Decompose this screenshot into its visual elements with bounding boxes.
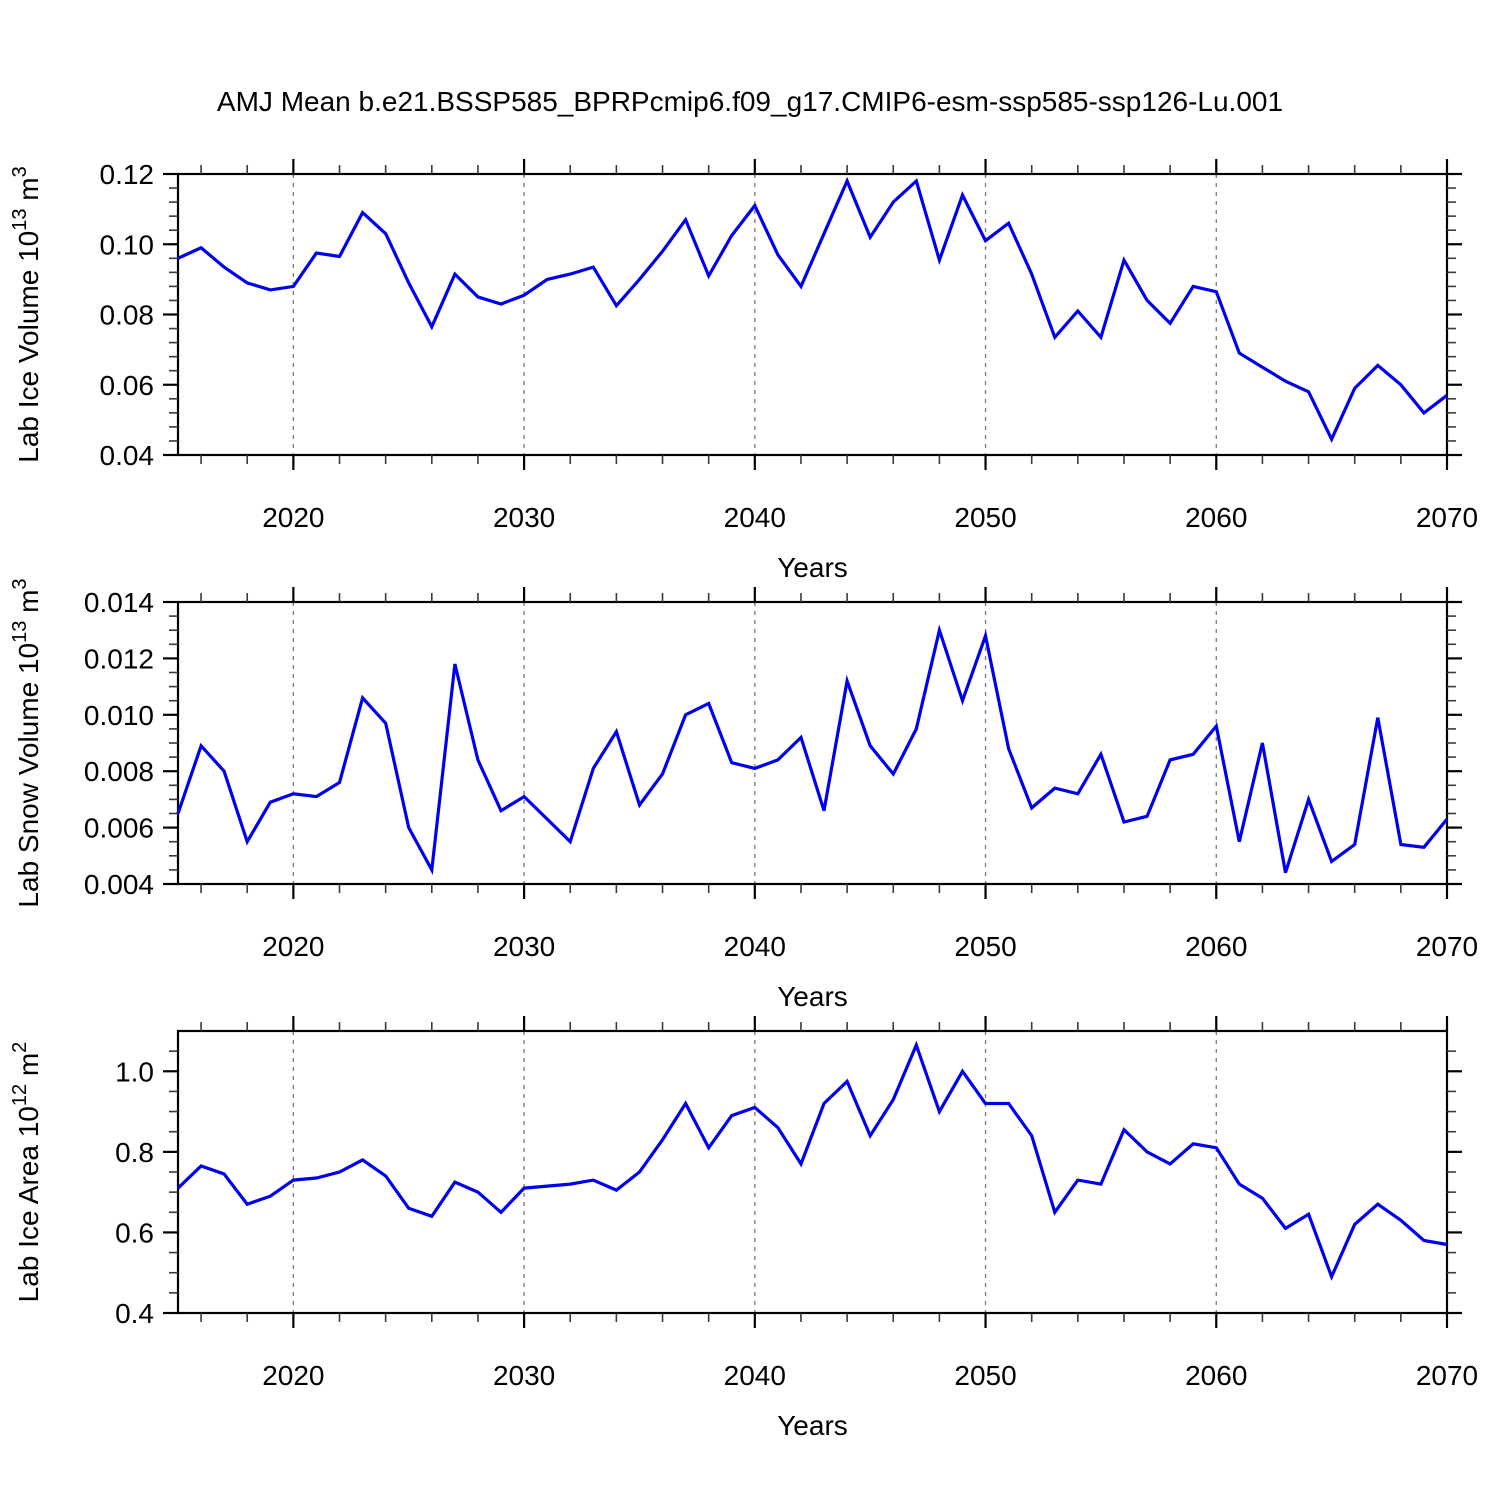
y-tick-label: 0.010 [84,700,154,731]
y-axis-label: Lab Ice Volume 1013 m3 [9,166,44,462]
y-axis-label-sup: 13 [9,209,31,231]
y-tick-label: 0.4 [115,1298,154,1329]
y-tick-label: 0.014 [84,587,154,618]
x-tick-label: 2060 [1185,1360,1247,1391]
y-axis-label: Lab Snow Volume 1013 m3 [9,578,44,907]
x-tick-label: 2040 [724,931,786,962]
y-axis-label-part: Lab Ice Area 10 [13,1106,44,1302]
x-tick-label: 2060 [1185,502,1247,533]
x-axis-label: Years [777,1410,848,1441]
panel-2: 2020 2030 2040 2050 2060 2070 Years 0.004 0.006 0… [9,578,1478,1012]
x-tick-label: 2050 [954,502,1016,533]
y-axis-label-part: m [13,177,44,208]
x-tick-label: 2030 [493,931,555,962]
y-axis-label-sup: 3 [9,578,31,589]
x-tick-label: 2020 [262,1360,324,1391]
y-tick-label: 0.04 [100,440,155,471]
y-axis-label-sup: 13 [9,621,31,643]
panel-1: 2020 2030 2040 2050 2060 2070 Years 0.04 0.06 0.0… [9,159,1478,583]
y-axis-label-part: Lab Snow Volume 10 [13,643,44,908]
x-axis-label: Years [777,981,848,1012]
y-tick-label: 0.08 [100,300,155,331]
y-axis-label: Lab Ice Area 1012 m2 [9,1042,44,1303]
x-tick-label: 2070 [1416,502,1478,533]
y-tick-label: 0.8 [115,1137,154,1168]
y-tick-label: 0.10 [100,229,155,260]
y-tick-label: 0.006 [84,813,154,844]
x-tick-label: 2020 [262,931,324,962]
series-line-1 [177,176,1448,443]
x-tick-label: 2070 [1416,931,1478,962]
plot-frame [176,1029,1449,1315]
y-axis-label-sup: 2 [9,1042,31,1053]
y-tick-label: 0.004 [84,869,154,900]
x-tick-label: 2020 [262,502,324,533]
y-axis-label-part: Lab Ice Volume 10 [13,231,44,463]
y-axis-label-sup: 3 [9,166,31,177]
x-tick-label: 2030 [493,1360,555,1391]
x-tick-label: 2040 [724,1360,786,1391]
x-tick-label: 2050 [954,931,1016,962]
chart-title: AMJ Mean b.e21.BSSP585_BPRPcmip6.f09_g17… [216,86,1284,117]
panel-3: 2020 2030 2040 2050 2060 2070 Years 0.4 0.6 0.8 1.… [9,1016,1478,1441]
x-tick-label: 2060 [1185,931,1247,962]
x-tick-label: 2030 [493,502,555,533]
y-axis-label-sup: 12 [9,1084,31,1106]
x-tick-label: 2040 [724,502,786,533]
y-tick-label: 0.06 [100,370,155,401]
plot-frame [176,600,1449,886]
y-axis-label-part: m [13,590,44,621]
series-line-3 [176,1040,1448,1281]
y-tick-label: 0.008 [84,756,154,787]
series-line-2 [176,624,1449,876]
y-tick-label: 0.12 [100,159,155,190]
y-tick-label: 0.6 [115,1217,154,1248]
x-tick-label: 2050 [954,1360,1016,1391]
y-tick-label: 0.012 [84,643,154,674]
x-axis-label: Years [777,552,848,583]
y-tick-label: 1.0 [115,1056,154,1087]
y-axis-label-part: m [13,1053,44,1084]
x-tick-label: 2070 [1416,1360,1478,1391]
